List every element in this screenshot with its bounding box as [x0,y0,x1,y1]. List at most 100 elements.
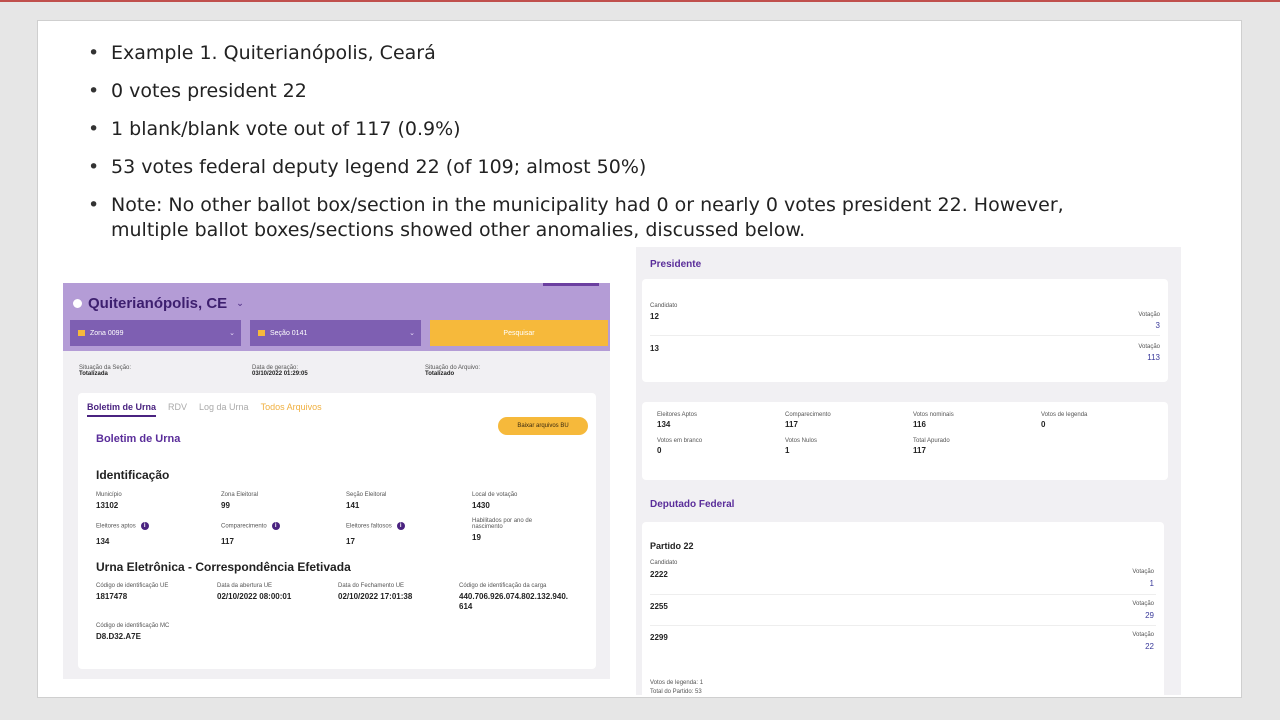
stat-aptos: Eleitores Aptos 134 [657,412,697,429]
stat-value: 134 [657,420,671,429]
secao-select[interactable]: Seção 0141 ⌄ [250,320,421,346]
aptos-label: Eleitores aptos [96,523,136,530]
secao-value: 141 [346,501,360,510]
votos-legenda: Votos de legenda: 1 [650,680,704,686]
boletim-title: Boletim de Urna [96,433,181,445]
info-icon[interactable]: i [396,522,405,530]
habilitados-field: Habilitados por ano de nascimento 19 [472,518,562,542]
faltosos-label: Eleitores faltosos [346,523,392,530]
situacao-arquivo: Situação do Arquivo: Totalizado [425,365,480,377]
zona-field: Zona Eleitoral 99 [221,492,258,510]
municipio-label: Município [96,492,122,498]
zona-label: Zona Eleitoral [221,492,259,498]
habilitados-value: 19 [472,533,481,542]
row-divider [650,594,1156,595]
zona-select[interactable]: Zona 0099 ⌄ [70,320,241,346]
votacao-label: Votação [1138,312,1160,318]
votacao-label: Votação [1138,344,1160,350]
faltosos-field: Eleitores faltosos i 17 [346,522,405,546]
presidente-stats-box: Eleitores Aptos 134 Comparecimento 117 V… [642,402,1168,480]
vote-count: 3 [1155,321,1160,330]
local-value: 1430 [472,501,490,510]
stat-branco: Votos em branco 0 [657,438,702,455]
comparecimento-label: Comparecimento [221,523,267,530]
situacao-label: Situação da Seção: [79,365,132,371]
candidate-number: 13 [650,344,659,353]
row-divider [650,335,1160,336]
urna-title: Urna Eletrônica - Correspondência Efetiv… [96,560,351,574]
carga-label: Código de identificação da carga [459,583,547,589]
bullet-list: Example 1. Quiterianópolis, Ceará 0 vote… [86,41,1086,256]
stat-label: Votos de legenda [1041,412,1088,418]
results-panel: Presidente Candidato 12 Votação 3 13 Vot… [636,247,1181,695]
partido-label: Partido 22 [650,541,694,551]
stat-value: 117 [913,446,926,455]
fechamento-label: Data do Fechamento UE [338,583,405,589]
top-border-line [0,0,1280,2]
geracao-label: Data de geração: [252,365,299,371]
situacao-secao: Situação da Seção: Totalizada [79,365,131,377]
deputado-box: Partido 22 Candidato 2222 Votação 1 2255… [642,522,1164,695]
tab-indicator [543,283,599,286]
presidente-box: Candidato 12 Votação 3 13 Votação 113 [642,279,1168,382]
info-icon[interactable]: i [140,522,149,530]
arquivo-label: Situação do Arquivo: [425,365,481,371]
vote-count: 113 [1147,353,1160,362]
identificacao-title: Identificação [96,468,170,482]
zona-select-value: Zona 0099 [90,329,124,337]
candidate-number: 2255 [650,602,668,611]
tab-todos-arquivos[interactable]: Todos Arquivos [260,402,322,412]
candidate-number: 2299 [650,633,668,642]
total-partido: Total do Partido: 53 [650,689,702,695]
zona-icon [78,330,85,336]
search-button[interactable]: Pesquisar [430,320,608,346]
votacao-label: Votação [1132,601,1154,607]
tab-bar: Boletim de Urna RDV Log da Urna Todos Ar… [87,402,322,417]
secao-icon [258,330,265,336]
votacao-label: Votação [1132,632,1154,638]
bullet-item: 0 votes president 22 [86,79,1086,104]
candidato-label: Candidato [650,303,678,309]
stat-label: Votos em branco [657,438,703,444]
stat-legenda: Votos de legenda 0 [1041,412,1087,429]
bullet-item: Example 1. Quiterianópolis, Ceará [86,41,1086,66]
mc-label: Código de identificação MC [96,623,170,629]
stat-nominais: Votos nominais 116 [913,412,954,429]
city-selector[interactable]: Quiterianópolis, CE ⌄ [73,295,244,312]
stat-comparecimento: Comparecimento 117 [785,412,831,429]
tab-log[interactable]: Log da Urna [199,402,249,412]
stat-value: 116 [913,420,926,429]
download-bu-button[interactable]: Baixar arquivos BU [498,417,588,435]
bullet-item: 53 votes federal deputy legend 22 (of 10… [86,155,1086,180]
abertura-field: Data da abertura UE 02/10/2022 08:00:01 [217,583,291,601]
tab-boletim[interactable]: Boletim de Urna [87,402,157,417]
stat-value: 117 [785,420,798,429]
slide: Example 1. Quiterianópolis, Ceará 0 vote… [37,20,1242,698]
cod-ue-field: Código de identificação UE 1817478 [96,583,168,601]
aptos-field: Eleitores aptos i 134 [96,522,149,546]
location-pin-icon [73,299,82,308]
stat-label: Votos Nulos [785,438,818,444]
municipio-value: 13102 [96,501,119,510]
fechamento-value: 02/10/2022 17:01:38 [338,592,413,601]
city-name: Quiterianópolis, CE [88,295,228,312]
chevron-down-icon: ⌄ [229,330,235,337]
vote-count: 22 [1145,642,1154,651]
row-divider [650,625,1156,626]
vote-count: 1 [1149,579,1154,588]
chevron-down-icon: ⌄ [409,330,415,337]
stat-nulos: Votos Nulos 1 [785,438,817,455]
stat-label: Eleitores Aptos [657,412,698,418]
habilitados-label: Habilitados por ano de nascimento [472,518,533,530]
carga-value: 440.706.926.074.802.132.940. [459,592,568,601]
stat-label: Comparecimento [785,412,831,418]
tab-rdv[interactable]: RDV [168,402,188,412]
secao-label: Seção Eleitoral [346,492,387,498]
info-icon[interactable]: i [271,522,280,530]
comparecimento-value: 117 [221,537,234,546]
deputado-title: Deputado Federal [650,499,735,510]
carga-field: Código de identificação da carga 440.706… [459,583,568,611]
stat-value: 0 [1041,420,1046,429]
votacao-label: Votação [1132,569,1154,575]
abertura-value: 02/10/2022 08:00:01 [217,592,292,601]
